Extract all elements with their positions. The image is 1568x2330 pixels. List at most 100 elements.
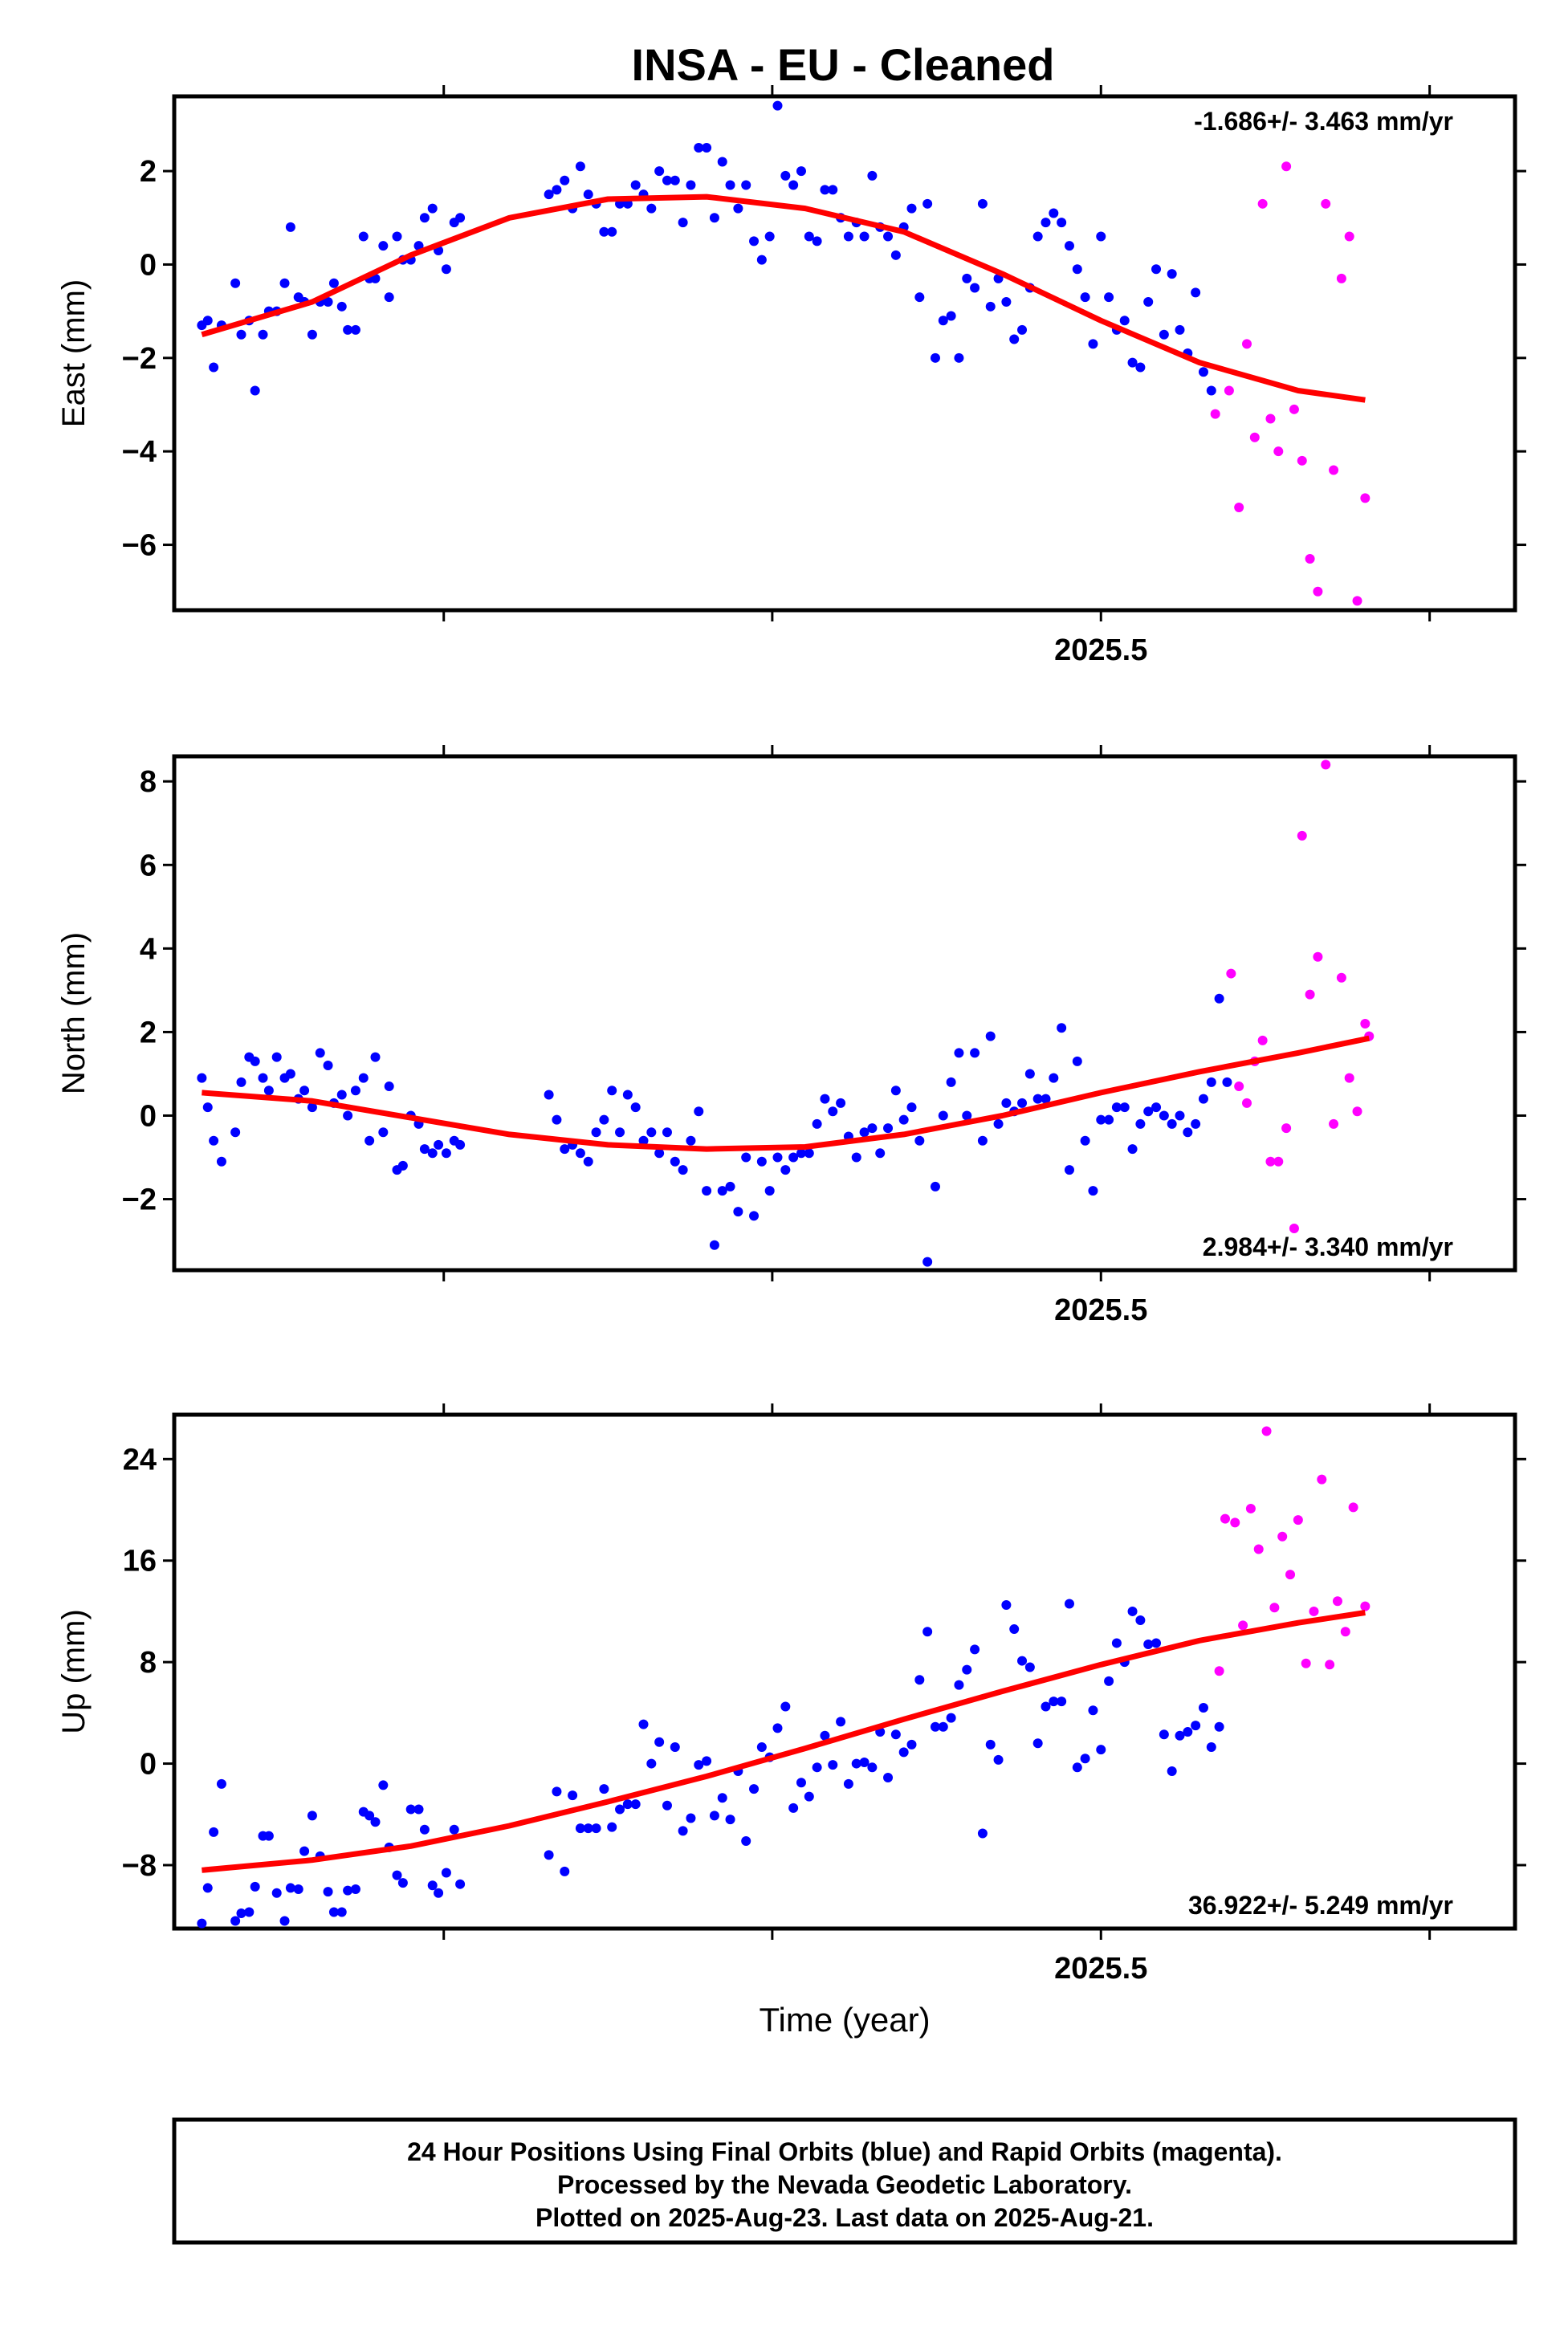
final-orbit-point xyxy=(828,1760,838,1770)
rapid-orbit-point xyxy=(1336,972,1346,983)
final-orbit-point xyxy=(662,175,672,185)
final-orbit-point xyxy=(756,255,767,265)
final-orbit-point xyxy=(1127,357,1138,368)
final-orbit-point xyxy=(867,1762,878,1773)
rapid-orbit-point xyxy=(1245,1503,1256,1513)
final-orbit-point xyxy=(455,1879,466,1889)
final-orbit-point xyxy=(285,1069,295,1079)
rapid-orbit-point xyxy=(1273,1156,1284,1167)
final-orbit-point xyxy=(709,1240,719,1250)
final-orbit-point xyxy=(197,1918,207,1929)
final-orbit-point xyxy=(843,1778,853,1789)
final-orbit-point xyxy=(370,1052,381,1062)
final-orbit-point xyxy=(1135,362,1146,373)
final-orbit-point xyxy=(285,1883,295,1893)
final-orbit-point xyxy=(867,170,878,181)
east-data-area xyxy=(197,100,1370,606)
final-orbit-point xyxy=(427,1880,438,1891)
final-orbit-point xyxy=(197,1073,207,1083)
final-orbit-point xyxy=(717,1793,727,1803)
final-orbit-point xyxy=(1111,1102,1122,1113)
final-orbit-point xyxy=(646,1758,657,1769)
final-orbit-point xyxy=(1111,1638,1122,1648)
final-orbit-point xyxy=(441,1868,451,1878)
final-orbit-point xyxy=(323,1887,333,1897)
final-orbit-point xyxy=(1214,1721,1224,1732)
final-orbit-point xyxy=(441,264,451,275)
final-orbit-point xyxy=(358,1073,369,1083)
final-orbit-point xyxy=(434,1139,444,1150)
rapid-orbit-point xyxy=(1309,1606,1319,1616)
final-orbit-point xyxy=(1191,1118,1201,1129)
final-orbit-point xyxy=(946,1077,956,1087)
final-orbit-point xyxy=(1001,1600,1012,1611)
final-orbit-point xyxy=(1191,1721,1201,1731)
final-orbit-point xyxy=(1167,269,1177,279)
final-orbit-point xyxy=(209,362,219,373)
final-orbit-point xyxy=(922,1627,933,1637)
final-orbit-point xyxy=(780,1165,791,1175)
rapid-orbit-point xyxy=(1344,231,1354,242)
final-orbit-point xyxy=(1159,329,1169,340)
final-orbit-point xyxy=(1041,1094,1051,1104)
final-orbit-point xyxy=(1175,1110,1185,1121)
final-orbit-point xyxy=(1214,993,1224,1004)
final-orbit-point xyxy=(1072,1056,1082,1066)
final-orbit-point xyxy=(591,1127,601,1138)
final-orbit-point xyxy=(1167,1766,1177,1777)
final-orbit-point xyxy=(1001,297,1012,307)
final-orbit-point xyxy=(749,236,760,246)
final-orbit-point xyxy=(694,1760,704,1770)
final-orbit-point xyxy=(1041,1701,1051,1712)
final-orbit-point xyxy=(583,1823,593,1834)
final-orbit-point xyxy=(1057,218,1067,228)
final-orbit-point xyxy=(419,1144,430,1155)
final-orbit-point xyxy=(883,1772,894,1782)
final-orbit-point xyxy=(694,1106,704,1117)
final-orbit-point xyxy=(946,1713,956,1723)
final-orbit-point xyxy=(906,1739,917,1750)
rapid-orbit-point xyxy=(1305,989,1315,1000)
final-orbit-point xyxy=(638,1719,649,1729)
final-orbit-point xyxy=(397,1878,408,1888)
final-orbit-point xyxy=(1183,1727,1193,1737)
final-orbit-point xyxy=(630,180,641,190)
final-orbit-point xyxy=(1049,1073,1059,1083)
final-orbit-point xyxy=(336,301,347,312)
final-orbit-point xyxy=(427,203,438,214)
final-orbit-point xyxy=(544,189,554,200)
north-xtick-label: 2025.5 xyxy=(1054,1293,1147,1327)
final-orbit-point xyxy=(938,316,948,326)
final-orbit-point xyxy=(1088,1186,1098,1196)
final-orbit-point xyxy=(552,1114,562,1125)
final-orbit-point xyxy=(615,1804,625,1815)
rapid-orbit-point xyxy=(1293,1515,1303,1525)
final-orbit-point xyxy=(1032,231,1043,242)
rapid-orbit-point xyxy=(1352,1106,1362,1117)
final-orbit-point xyxy=(258,329,268,340)
final-orbit-point xyxy=(1119,316,1130,326)
final-orbit-point xyxy=(1151,1102,1162,1113)
final-orbit-point xyxy=(236,329,246,340)
final-orbit-point xyxy=(1064,241,1074,251)
final-orbit-point xyxy=(686,1813,696,1823)
final-orbit-point xyxy=(419,1824,430,1835)
final-orbit-point xyxy=(370,1817,381,1827)
final-orbit-point xyxy=(812,1118,822,1129)
final-orbit-point xyxy=(1206,385,1216,396)
final-orbit-point xyxy=(828,185,838,195)
final-orbit-point xyxy=(378,241,389,251)
final-orbit-point xyxy=(962,1664,972,1675)
final-orbit-point xyxy=(568,1790,578,1801)
final-orbit-point xyxy=(405,1804,416,1815)
final-orbit-point xyxy=(236,1908,246,1919)
final-orbit-point xyxy=(741,1835,751,1846)
final-orbit-point xyxy=(1080,292,1090,303)
final-orbit-point xyxy=(820,185,830,195)
final-orbit-point xyxy=(694,143,704,153)
up-ytick-label: 16 xyxy=(123,1545,157,1578)
final-orbit-point xyxy=(930,1181,940,1191)
final-orbit-point xyxy=(271,1052,282,1062)
final-orbit-point xyxy=(413,241,424,251)
final-orbit-point xyxy=(615,1127,625,1138)
